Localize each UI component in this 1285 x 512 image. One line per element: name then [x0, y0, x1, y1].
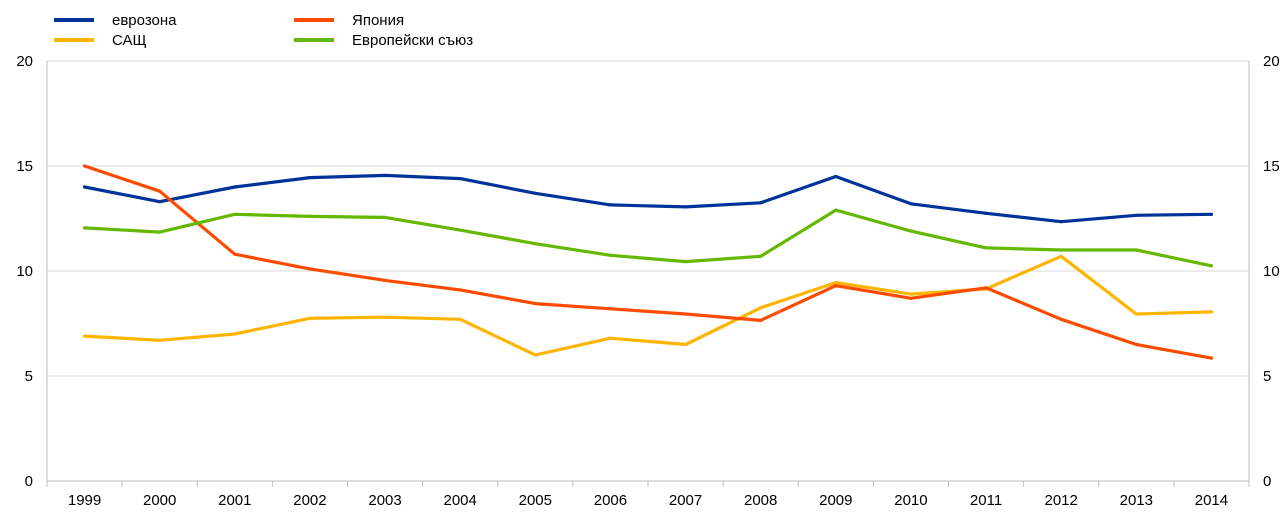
data-point [158, 339, 161, 342]
data-point [83, 335, 86, 338]
data-point [909, 293, 912, 296]
data-point [609, 203, 612, 206]
data-point [609, 307, 612, 310]
data-point [158, 200, 161, 203]
data-point [308, 215, 311, 218]
y-tick-label-left: 10 [16, 263, 33, 280]
data-point [233, 185, 236, 188]
data-point [834, 175, 837, 178]
x-tick-label: 2013 [1120, 492, 1153, 509]
data-point [459, 228, 462, 231]
x-tick-label: 2006 [594, 492, 627, 509]
data-point [534, 353, 537, 356]
y-tick-label-right: 0 [1263, 473, 1271, 490]
data-point [834, 284, 837, 287]
legend-label-3: Европейски съюз [352, 32, 473, 49]
data-point [1060, 248, 1063, 251]
data-point [1135, 214, 1138, 217]
data-point [909, 230, 912, 233]
data-point [834, 209, 837, 212]
data-point [759, 306, 762, 309]
x-tick-label: 2011 [970, 492, 1002, 509]
data-point [1210, 213, 1213, 216]
data-point [1135, 343, 1138, 346]
series-lines [83, 164, 1213, 359]
data-point [684, 205, 687, 208]
y-tick-label-left: 20 [16, 53, 33, 70]
data-point [609, 337, 612, 340]
x-tick-label: 2005 [519, 492, 552, 509]
legend: еврозона Япония САЩ Европейски съюз [54, 12, 473, 49]
data-point [1060, 220, 1063, 223]
data-point [759, 319, 762, 322]
x-tick-label: 2008 [744, 492, 777, 509]
data-point [684, 343, 687, 346]
data-point [534, 242, 537, 245]
x-tick-label: 2001 [218, 492, 251, 509]
data-point [459, 177, 462, 180]
data-point [1210, 357, 1213, 360]
data-point [1060, 255, 1063, 258]
data-point [984, 212, 987, 215]
x-tick-label: 2012 [1045, 492, 1078, 509]
x-tick-label: 2009 [819, 492, 852, 509]
data-point [158, 231, 161, 234]
y-tick-label-right: 10 [1263, 263, 1280, 280]
data-point [233, 253, 236, 256]
data-point [83, 185, 86, 188]
data-point [759, 201, 762, 204]
data-point [459, 288, 462, 291]
data-point [984, 246, 987, 249]
data-point [383, 316, 386, 319]
data-point [83, 164, 86, 167]
data-point [759, 255, 762, 258]
data-point [1210, 264, 1213, 267]
x-tick-label: 2002 [293, 492, 326, 509]
data-point [233, 332, 236, 335]
data-point [1135, 248, 1138, 251]
data-point [233, 213, 236, 216]
data-point [684, 312, 687, 315]
data-point [308, 267, 311, 270]
x-tick-label: 2014 [1195, 492, 1228, 509]
data-point [383, 216, 386, 219]
data-point [609, 254, 612, 257]
data-point [684, 260, 687, 263]
data-point [83, 226, 86, 229]
axes: 0 0 5 5 10 10 15 15 20 20 1999 2000 2001 2002 2003 2004… [16, 53, 1279, 509]
y-tick-label-right: 5 [1263, 368, 1271, 385]
data-point [534, 302, 537, 305]
data-point [158, 190, 161, 193]
x-tick-label: 1999 [68, 492, 101, 509]
data-point [534, 192, 537, 195]
y-tick-label-left: 0 [25, 473, 33, 490]
data-point [308, 317, 311, 320]
x-tick-label: 2010 [894, 492, 927, 509]
x-tick-label: 2000 [143, 492, 176, 509]
x-tick-label: 2003 [368, 492, 401, 509]
data-point [383, 279, 386, 282]
y-tick-label-left: 5 [25, 368, 33, 385]
data-point [984, 286, 987, 289]
data-point [1135, 312, 1138, 315]
data-point [1060, 318, 1063, 321]
data-point [1210, 310, 1213, 313]
data-point [909, 202, 912, 205]
y-tick-label-left: 15 [16, 158, 33, 175]
data-point [383, 174, 386, 177]
x-tick-label: 2007 [669, 492, 702, 509]
legend-label-2: Япония [352, 12, 404, 29]
data-point [909, 297, 912, 300]
y-tick-label-right: 15 [1263, 158, 1280, 175]
legend-label-0: еврозона [112, 12, 177, 29]
data-point [834, 281, 837, 284]
data-point [459, 318, 462, 321]
x-tick-label: 2004 [444, 492, 477, 509]
y-tick-label-right: 20 [1263, 53, 1280, 70]
data-point [308, 176, 311, 179]
legend-label-1: САЩ [112, 32, 147, 49]
gridlines [47, 61, 1249, 481]
